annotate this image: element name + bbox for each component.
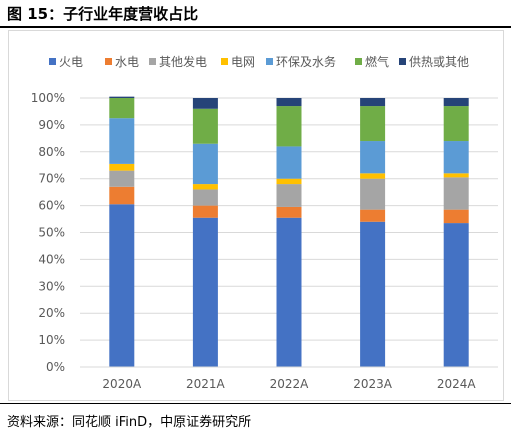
bar-segment xyxy=(109,170,135,187)
legend-label: 水电 xyxy=(115,55,139,69)
bar-segment xyxy=(360,209,386,222)
source-rule xyxy=(0,403,511,404)
bar-segment xyxy=(192,205,218,218)
bar-segment xyxy=(192,217,218,367)
legend-label: 燃气 xyxy=(365,54,389,69)
bar-segment xyxy=(109,96,135,98)
bar-segment xyxy=(443,223,469,367)
bar-segment xyxy=(109,204,135,367)
bar-segment xyxy=(276,178,302,185)
bar-segment xyxy=(276,106,302,147)
x-tick-label: 2020A xyxy=(102,377,142,391)
source-note: 资料来源：同花顺 iFinD，中原证券研究所 xyxy=(7,415,252,430)
bar-segment xyxy=(443,98,469,107)
y-tick-label: 70% xyxy=(38,172,65,186)
bar-segment xyxy=(276,146,302,179)
bar-segment xyxy=(360,221,386,367)
legend-swatch xyxy=(149,58,156,65)
x-tick-label: 2021A xyxy=(186,377,226,391)
legend-swatch xyxy=(266,58,273,65)
y-tick-label: 10% xyxy=(38,333,65,347)
legend-label: 供热或其他 xyxy=(409,55,469,69)
bar-segment xyxy=(443,141,469,174)
x-tick-label: 2022A xyxy=(270,377,310,391)
y-tick-label: 60% xyxy=(38,199,65,213)
bar-segment xyxy=(276,217,302,367)
bar-segment xyxy=(192,108,218,144)
legend-swatch xyxy=(399,58,406,65)
figure-title: 图 15：子行业年度营收占比 xyxy=(7,5,199,23)
legend-label: 电网 xyxy=(231,55,255,69)
bar-segment xyxy=(443,173,469,178)
bar-segment xyxy=(276,98,302,107)
bar-segment xyxy=(192,184,218,190)
stacked-bar-chart: 0% 10% 20% 30% 40% 50% 60% 70% 80% 90% 100% 2020A 20… xyxy=(31,54,498,391)
bar-segment xyxy=(360,106,386,142)
legend-swatch xyxy=(221,58,228,65)
bar-segment xyxy=(276,206,302,218)
bar-segment xyxy=(360,141,386,174)
x-tick-label: 2024A xyxy=(437,377,477,391)
y-tick-label: 30% xyxy=(38,279,65,293)
y-tick-label: 80% xyxy=(38,145,65,159)
bar-segment xyxy=(192,143,218,185)
bar-segment xyxy=(276,184,302,207)
x-tick-label: 2023A xyxy=(353,377,393,391)
bar-segment xyxy=(109,118,135,164)
bar-segment xyxy=(192,98,218,109)
bar-segment xyxy=(192,189,218,206)
bar-segment xyxy=(360,98,386,107)
y-tick-label: 50% xyxy=(38,226,65,240)
legend-label: 环保及水务 xyxy=(276,54,336,69)
y-tick-label: 20% xyxy=(38,306,65,320)
legend-label: 火电 xyxy=(59,55,83,69)
y-tick-label: 100% xyxy=(31,91,65,105)
bar-segment xyxy=(109,186,135,205)
legend-label: 其他发电 xyxy=(159,54,207,69)
bar-segment xyxy=(360,178,386,210)
legend-swatch xyxy=(355,58,362,65)
legend-swatch xyxy=(105,58,112,65)
bar-segment xyxy=(109,163,135,171)
bar-segment xyxy=(360,173,386,179)
bar-segment xyxy=(109,98,135,119)
y-tick-label: 0% xyxy=(46,360,65,374)
bar-segment xyxy=(443,209,469,224)
y-tick-label: 90% xyxy=(38,118,65,132)
bar-segment xyxy=(443,177,469,210)
title-rule xyxy=(0,26,511,28)
chart-frame: 0% 10% 20% 30% 40% 50% 60% 70% 80% 90% 100% 2020A 20… xyxy=(8,30,504,401)
y-tick-label: 40% xyxy=(38,252,65,266)
legend-swatch xyxy=(49,58,56,65)
bar-segment xyxy=(443,106,469,142)
